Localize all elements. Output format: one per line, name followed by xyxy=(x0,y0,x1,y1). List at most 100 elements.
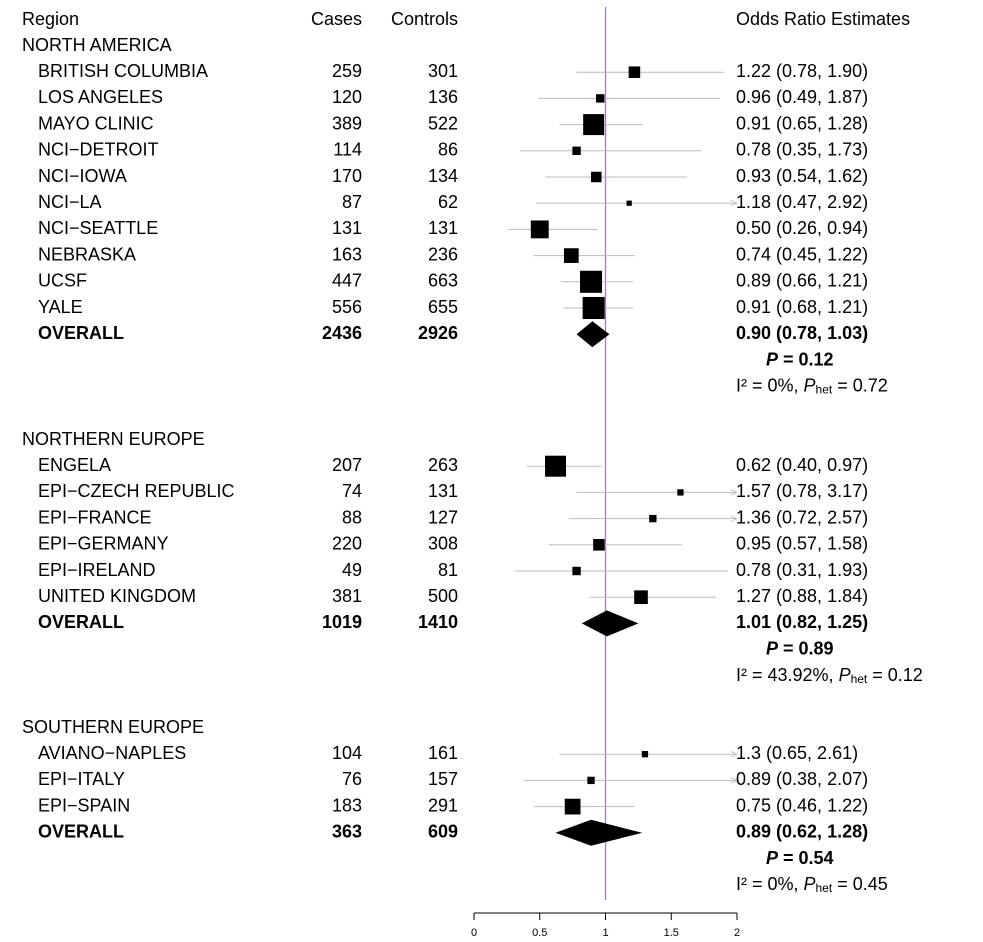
overall-diamond xyxy=(555,819,643,846)
heterogeneity: I² = 0%, Phet = 0.45 xyxy=(736,874,888,895)
estimate-text: 1.27 (0.88, 1.84) xyxy=(736,586,868,606)
heterogeneity: I² = 43.92%, Phet = 0.12 xyxy=(736,665,923,686)
overall-label: OVERALL xyxy=(38,323,124,343)
header-region: Region xyxy=(22,9,79,29)
x-tick-label: 1 xyxy=(602,927,608,939)
study-label: MAYO CLINIC xyxy=(38,113,154,133)
estimate-text: 0.75 (0.46, 1.22) xyxy=(736,795,868,815)
estimate-text: 0.78 (0.35, 1.73) xyxy=(736,140,868,160)
study-controls: 81 xyxy=(438,560,458,580)
study-controls: 301 xyxy=(428,61,458,81)
study-cases: 76 xyxy=(342,769,362,789)
estimate-text: 1.36 (0.72, 2.57) xyxy=(736,507,868,527)
p-value: P = 0.12 xyxy=(766,349,834,369)
point-estimate xyxy=(626,200,632,206)
study-label: EPI−SPAIN xyxy=(38,795,130,815)
overall-estimate: 1.01 (0.82, 1.25) xyxy=(736,612,868,632)
study-controls: 663 xyxy=(428,271,458,291)
p-value: P = 0.54 xyxy=(766,848,834,868)
point-estimate xyxy=(649,514,657,523)
header-controls: Controls xyxy=(391,9,458,29)
study-label: EPI−IRELAND xyxy=(38,560,156,580)
estimate-text: 0.74 (0.45, 1.22) xyxy=(736,244,868,264)
study-controls: 157 xyxy=(428,769,458,789)
overall-cases: 363 xyxy=(332,822,362,842)
overall-controls: 2926 xyxy=(418,323,458,343)
study-label: AVIANO−NAPLES xyxy=(38,743,186,763)
study-cases: 49 xyxy=(342,560,362,580)
study-cases: 88 xyxy=(342,507,362,527)
x-tick-label: 1.5 xyxy=(664,927,679,939)
study-controls: 236 xyxy=(428,244,458,264)
point-estimate xyxy=(572,566,581,576)
study-label: EPI−CZECH REPUBLIC xyxy=(38,481,235,501)
study-controls: 127 xyxy=(428,507,458,527)
x-tick-label: 0 xyxy=(471,927,477,939)
estimate-text: 0.89 (0.66, 1.21) xyxy=(736,271,868,291)
point-estimate xyxy=(545,455,567,477)
study-cases: 131 xyxy=(332,218,362,238)
study-controls: 161 xyxy=(428,743,458,763)
point-estimate xyxy=(634,590,648,605)
overall-label: OVERALL xyxy=(38,822,124,842)
point-estimate xyxy=(582,296,605,320)
study-cases: 207 xyxy=(332,455,362,475)
point-estimate xyxy=(580,270,603,293)
study-cases: 104 xyxy=(332,743,362,763)
study-cases: 120 xyxy=(332,87,362,107)
study-controls: 131 xyxy=(428,218,458,238)
header-cases: Cases xyxy=(311,9,362,29)
study-label: YALE xyxy=(38,297,83,317)
study-label: ENGELA xyxy=(38,455,111,475)
overall-cases: 2436 xyxy=(322,323,362,343)
estimate-text: 0.95 (0.57, 1.58) xyxy=(736,534,868,554)
study-label: UNITED KINGDOM xyxy=(38,586,196,606)
overall-estimate: 0.89 (0.62, 1.28) xyxy=(736,822,868,842)
estimate-text: 0.93 (0.54, 1.62) xyxy=(736,166,868,186)
study-label: EPI−ITALY xyxy=(38,769,125,789)
point-estimate xyxy=(596,94,605,103)
estimate-text: 0.91 (0.65, 1.28) xyxy=(736,113,868,133)
study-controls: 134 xyxy=(428,166,458,186)
study-cases: 389 xyxy=(332,113,362,133)
x-tick-label: 2 xyxy=(734,927,740,939)
point-estimate xyxy=(583,114,605,136)
study-label: BRITISH COLUMBIA xyxy=(38,61,208,81)
group-label: NORTHERN EUROPE xyxy=(22,429,205,449)
group-label: NORTH AMERICA xyxy=(22,35,172,55)
estimate-text: 0.91 (0.68, 1.21) xyxy=(736,297,868,317)
study-cases: 220 xyxy=(332,534,362,554)
study-controls: 500 xyxy=(428,586,458,606)
point-estimate xyxy=(564,798,581,815)
study-label: UCSF xyxy=(38,271,87,291)
study-label: EPI−GERMANY xyxy=(38,534,169,554)
study-controls: 86 xyxy=(438,140,458,160)
p-value: P = 0.89 xyxy=(766,638,834,658)
point-estimate xyxy=(677,489,684,496)
estimate-text: 1.57 (0.78, 3.17) xyxy=(736,481,868,501)
study-label: NCI−LA xyxy=(38,192,102,212)
point-estimate xyxy=(641,751,649,758)
study-cases: 163 xyxy=(332,244,362,264)
point-estimate xyxy=(572,146,581,155)
study-label: NCI−IOWA xyxy=(38,166,127,186)
estimate-text: 0.78 (0.31, 1.93) xyxy=(736,560,868,580)
study-cases: 381 xyxy=(332,586,362,606)
estimate-text: 1.22 (0.78, 1.90) xyxy=(736,61,868,81)
point-estimate xyxy=(628,66,641,78)
x-tick-label: 0.5 xyxy=(532,927,547,939)
study-controls: 655 xyxy=(428,297,458,317)
study-label: LOS ANGELES xyxy=(38,87,163,107)
estimate-text: 0.89 (0.38, 2.07) xyxy=(736,769,868,789)
study-label: NCI−SEATTLE xyxy=(38,218,158,238)
study-controls: 263 xyxy=(428,455,458,475)
overall-diamond xyxy=(576,321,610,348)
study-label: NEBRASKA xyxy=(38,244,136,264)
group-label: SOUTHERN EUROPE xyxy=(22,717,204,737)
estimate-text: 1.18 (0.47, 2.92) xyxy=(736,192,868,212)
study-cases: 183 xyxy=(332,795,362,815)
study-controls: 291 xyxy=(428,795,458,815)
study-cases: 259 xyxy=(332,61,362,81)
overall-estimate: 0.90 (0.78, 1.03) xyxy=(736,323,868,343)
study-cases: 170 xyxy=(332,166,362,186)
